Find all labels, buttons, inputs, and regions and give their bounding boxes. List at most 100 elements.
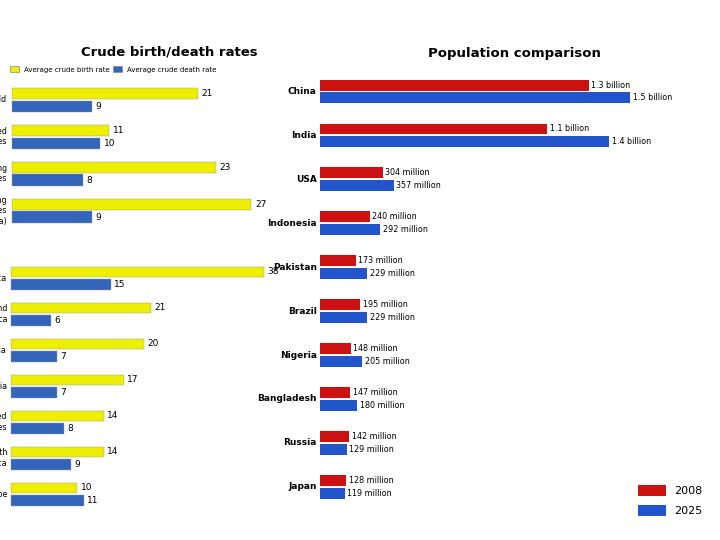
Bar: [320, 387, 351, 399]
Text: 10: 10: [104, 139, 115, 147]
Text: 173 million: 173 million: [358, 256, 402, 266]
Text: 9: 9: [95, 213, 101, 221]
Text: 229 million: 229 million: [370, 313, 415, 322]
Bar: [12, 199, 251, 210]
Bar: [320, 255, 356, 266]
Text: 1.3 billion: 1.3 billion: [591, 80, 630, 90]
Bar: [12, 138, 100, 148]
Bar: [11, 375, 124, 386]
Bar: [11, 315, 50, 326]
Text: Developing
countries
(w/o China): Developing countries (w/o China): [0, 196, 7, 226]
Bar: [320, 92, 630, 103]
Text: Global Connections:: Global Connections:: [219, 16, 501, 40]
Bar: [11, 302, 150, 313]
Text: 14: 14: [107, 411, 119, 421]
Bar: [11, 279, 111, 289]
Bar: [11, 387, 58, 397]
Text: Russia: Russia: [284, 438, 317, 448]
Text: 10: 10: [81, 483, 92, 492]
Bar: [12, 88, 198, 99]
Text: Pakistan: Pakistan: [273, 262, 317, 272]
Bar: [320, 475, 346, 486]
Text: Africa: Africa: [0, 274, 7, 282]
Text: 147 million: 147 million: [353, 388, 397, 397]
Text: 27: 27: [255, 200, 266, 209]
Bar: [320, 268, 367, 279]
Bar: [320, 79, 589, 91]
Bar: [320, 343, 351, 354]
Bar: [320, 488, 344, 498]
Text: All developed
countries: All developed countries: [0, 127, 7, 146]
Bar: [11, 459, 71, 470]
Text: 7: 7: [60, 352, 66, 361]
Text: Europe: Europe: [0, 490, 7, 498]
Bar: [320, 124, 547, 134]
Text: 15: 15: [114, 280, 125, 289]
Text: United
States: United States: [0, 413, 7, 432]
Bar: [320, 167, 383, 178]
Bar: [12, 162, 216, 173]
Text: 11: 11: [87, 496, 99, 505]
Text: North
America: North America: [0, 448, 7, 468]
Legend: Average crude birth rate, Average crude death rate: Average crude birth rate, Average crude …: [7, 64, 220, 75]
Text: World: World: [0, 95, 7, 104]
Text: 9: 9: [95, 102, 101, 111]
Text: 8: 8: [86, 176, 92, 185]
Text: 119 million: 119 million: [347, 489, 392, 497]
Bar: [320, 312, 367, 323]
Text: 195 million: 195 million: [363, 300, 408, 309]
Bar: [11, 267, 264, 278]
Text: Brazil: Brazil: [288, 307, 317, 315]
Text: 14: 14: [107, 448, 119, 456]
Bar: [11, 447, 104, 457]
Text: 38: 38: [268, 267, 279, 276]
Text: 1.4 billion: 1.4 billion: [612, 137, 651, 146]
Bar: [320, 444, 346, 455]
Bar: [12, 125, 109, 136]
Text: 148 million: 148 million: [353, 345, 397, 353]
Text: 304 million: 304 million: [385, 168, 430, 178]
Text: Japan: Japan: [288, 482, 317, 491]
Text: Asia: Asia: [0, 346, 7, 355]
Text: 128 million: 128 million: [349, 476, 393, 485]
Text: 9: 9: [74, 460, 80, 469]
Bar: [12, 174, 83, 186]
Text: 21: 21: [202, 89, 213, 98]
Text: Nigeria: Nigeria: [280, 350, 317, 360]
Text: Bangladesh: Bangladesh: [257, 395, 317, 403]
Text: 1.1 billion: 1.1 billion: [550, 125, 589, 133]
Text: 6: 6: [54, 316, 60, 325]
Text: China: China: [288, 87, 317, 96]
Text: 11: 11: [113, 126, 125, 135]
Legend: 2008, 2025: 2008, 2025: [634, 480, 707, 521]
Text: 7: 7: [60, 388, 66, 397]
Bar: [320, 400, 357, 410]
Text: India: India: [292, 131, 317, 140]
Bar: [320, 299, 360, 310]
Bar: [11, 495, 84, 505]
Text: 142 million: 142 million: [352, 433, 397, 441]
Text: 23: 23: [220, 163, 230, 172]
Text: Indonesia: Indonesia: [267, 219, 317, 227]
Bar: [320, 136, 609, 147]
Text: 1.5 billion: 1.5 billion: [633, 93, 672, 102]
Text: All developing
countries: All developing countries: [0, 164, 7, 184]
Text: 205 million: 205 million: [365, 356, 410, 366]
Text: 357 million: 357 million: [396, 181, 441, 190]
Bar: [11, 339, 144, 349]
Text: USA: USA: [296, 174, 317, 184]
Text: 20: 20: [148, 340, 159, 348]
Text: 17: 17: [127, 375, 139, 384]
Bar: [320, 212, 369, 222]
Bar: [11, 483, 77, 494]
Bar: [320, 180, 394, 191]
Text: 21: 21: [154, 303, 166, 313]
Bar: [320, 224, 380, 235]
Text: Oceania: Oceania: [0, 382, 7, 390]
Text: 8: 8: [68, 424, 73, 433]
Bar: [12, 100, 91, 112]
Text: 229 million: 229 million: [370, 269, 415, 278]
Bar: [11, 351, 58, 362]
Text: 129 million: 129 million: [349, 444, 394, 454]
Text: Latin and
Central America: Latin and Central America: [0, 305, 7, 324]
